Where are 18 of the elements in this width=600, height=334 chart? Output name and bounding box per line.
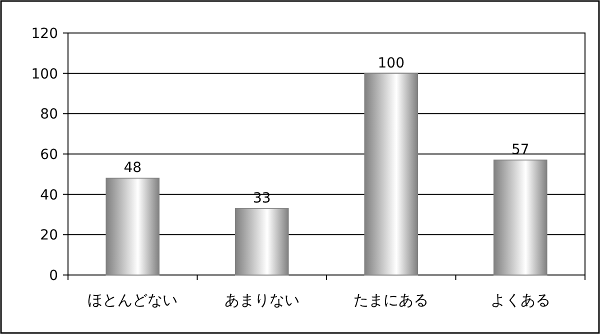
- x-tick-label: あまりない: [224, 291, 300, 309]
- y-tick-label: 40: [40, 187, 58, 204]
- x-tick-label: ほとんどない: [88, 291, 178, 309]
- bar: [493, 160, 548, 276]
- bar: [364, 72, 418, 276]
- y-tick-label: 80: [40, 106, 58, 123]
- x-tick-label: よくある: [490, 291, 550, 309]
- data-label: 48: [124, 160, 142, 176]
- x-tick-label: たまにある: [354, 291, 429, 309]
- bar: [106, 178, 160, 276]
- y-tick-label: 120: [31, 26, 58, 42]
- y-tick-label: 20: [40, 228, 58, 244]
- data-label: 100: [378, 55, 404, 72]
- y-tick-label: 100: [31, 66, 58, 82]
- bar: [234, 208, 289, 276]
- y-tick-label: 0: [49, 268, 58, 284]
- y-tick-label: 60: [40, 147, 58, 163]
- data-label: 33: [252, 190, 271, 206]
